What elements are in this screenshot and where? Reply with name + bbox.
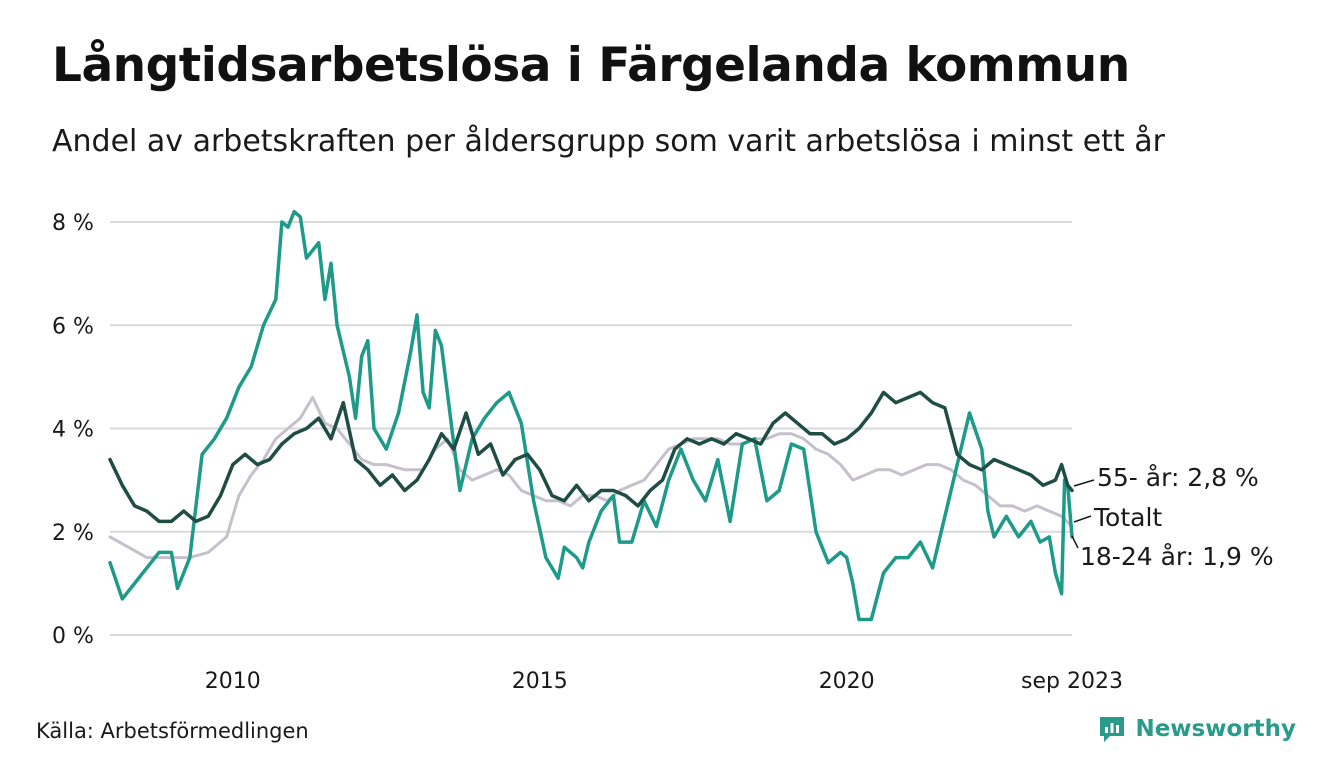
grid-lines	[110, 221, 1072, 636]
y-tick-label: 8 %	[52, 211, 94, 236]
x-tick-label: 2020	[819, 669, 875, 694]
series-end-label: 18-24 år: 1,9 %	[1080, 542, 1274, 571]
x-axis-ticks: 2010 2015 2020 sep 2023	[205, 669, 1123, 694]
series-lines	[108, 209, 1074, 622]
series-line-18-24-r	[108, 209, 1074, 622]
y-tick-label: 0 %	[52, 624, 94, 649]
label-leader-line	[1071, 535, 1079, 549]
chart-title: Långtidsarbetslösa i Färgelanda kommun	[52, 38, 1130, 93]
newsworthy-logo-icon	[1100, 717, 1125, 742]
label-leader-line	[1073, 515, 1092, 523]
series-end-label: Totalt	[1093, 503, 1162, 532]
y-tick-label: 4 %	[52, 418, 94, 443]
series-end-label: 55- år: 2,8 %	[1097, 463, 1259, 492]
brand-logo: Newsworthy	[1097, 714, 1296, 744]
chart-subtitle: Andel av arbetskraften per åldersgrupp s…	[52, 124, 1165, 159]
series-labels: Totalt 18-24 år: 1,9 % 55- år: 2,8 %	[1071, 463, 1274, 571]
line-chart: 0 % 2 % 4 % 6 % 8 % 2010 2015 2020 sep 2023 Tot…	[52, 209, 1274, 694]
x-tick-label: 2010	[205, 669, 261, 694]
series-line-55-r	[108, 390, 1074, 524]
label-leader-line	[1073, 479, 1095, 487]
x-tick-label: 2015	[512, 669, 568, 694]
series-line-totalt	[108, 396, 1074, 560]
y-tick-label: 2 %	[52, 521, 94, 546]
y-axis-ticks: 0 % 2 % 4 % 6 % 8 %	[52, 211, 94, 649]
source-credit: Källa: Arbetsförmedlingen	[36, 719, 309, 743]
x-tick-label: sep 2023	[1021, 669, 1123, 694]
brand-name: Newsworthy	[1135, 716, 1296, 742]
y-tick-label: 6 %	[52, 314, 94, 339]
